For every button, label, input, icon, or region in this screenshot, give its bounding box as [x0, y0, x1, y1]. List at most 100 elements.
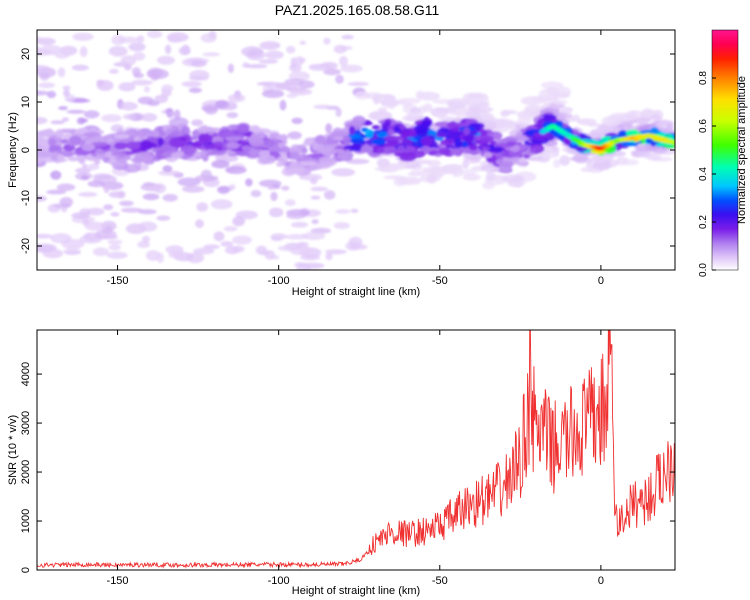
spectrogram-cell [430, 107, 449, 118]
spectrogram-cell [171, 151, 185, 159]
spectrogram-cell [383, 135, 401, 141]
spectrogram-cell [145, 250, 161, 261]
spectrogram-cell [415, 127, 429, 137]
spectrogram-cell [54, 50, 70, 59]
spectrogram-cell [181, 185, 205, 193]
spectrogram-cell [371, 125, 380, 130]
spectrogram-cell [232, 235, 252, 245]
spectrogram-cell [226, 112, 239, 119]
x-tick-label: 0 [598, 575, 604, 587]
spectrogram-cell [103, 204, 114, 211]
spectrogram-cell [106, 251, 128, 259]
spectrogram-cell [523, 154, 531, 159]
spectrogram-cell [261, 89, 285, 98]
spectrogram-cell [365, 129, 374, 139]
spectrogram-cell [71, 212, 91, 219]
spectrogram-cell [401, 138, 413, 146]
spectrogram-cell [208, 127, 222, 132]
spectrogram-cell [420, 136, 433, 147]
spectrogram-cell [275, 82, 298, 90]
spectrogram-cell [411, 159, 432, 165]
spectrogram-cell [197, 125, 211, 134]
spectrogram-cell [37, 36, 43, 44]
spectrogram-cell [214, 100, 229, 109]
spectrogram-cell [46, 90, 57, 99]
spectrogram-cell [270, 233, 287, 240]
spectrogram-cell [143, 86, 150, 93]
spectrogram-cell [81, 175, 89, 181]
spectrogram-cell [398, 97, 422, 104]
spectrogram-cell [438, 116, 456, 122]
spectrogram-cell [76, 155, 84, 163]
spectrogram-cell [311, 219, 319, 225]
spectrogram-cell [235, 210, 258, 220]
spectrogram-cell [281, 185, 290, 191]
spectrogram-cell [247, 150, 263, 156]
spectrogram-cell [110, 212, 120, 217]
spectrogram-cell [39, 71, 50, 81]
spectrogram-cell [164, 44, 172, 55]
spectrogram-cell [161, 84, 174, 93]
spectrogram-cell [289, 151, 300, 161]
spectrogram-cell [136, 35, 145, 43]
spectrogram-cell [137, 240, 150, 249]
spectrogram-cell [37, 150, 53, 158]
spectrogram-cell [119, 101, 138, 111]
spectrogram-cell [113, 134, 130, 139]
spectrogram-cell [587, 123, 602, 128]
snr-x-axis-title: Height of straight line (km) [292, 585, 420, 597]
spectrogram-cell [249, 137, 265, 148]
spectrogram-cell [399, 154, 417, 162]
spectrogram-cell [156, 252, 164, 264]
spectrogram-cell [186, 252, 205, 264]
spectrogram-cell [191, 142, 203, 148]
spectrogram-cell [323, 37, 331, 45]
spectrogram-cell [602, 137, 610, 144]
spectrogram-cell [284, 199, 296, 207]
spectrogram-cell [131, 79, 153, 86]
spectrogram-cell [170, 130, 186, 137]
spectrogram-cell [446, 122, 458, 129]
spectrogram-cell [376, 131, 389, 138]
spectrogram-cell [50, 120, 65, 125]
spectrogram-cell [265, 50, 284, 60]
spectrogram-cell [438, 147, 452, 156]
spectrogram-cell [291, 117, 303, 125]
spectrogram-cell [352, 115, 366, 126]
spectrogram-cell [181, 154, 190, 160]
spectrogram-cell [226, 141, 240, 150]
spectrogram-cell [183, 147, 196, 156]
spectrogram-cell [528, 101, 536, 112]
spectrogram-cell [105, 151, 113, 157]
spectrogram-cell [225, 166, 247, 174]
spectrogram-cell [670, 140, 675, 145]
spectrogram-cell [492, 124, 510, 133]
spectrogram-cell [135, 151, 153, 160]
spectrogram-cell [108, 191, 126, 199]
spectrogram-cell [258, 179, 282, 188]
spectrogram-cell [406, 112, 421, 121]
spectrogram-cell [82, 164, 88, 169]
spectrogram-cell [204, 144, 220, 150]
spectrogram-cell [502, 109, 518, 115]
spectrogram-cell [86, 207, 105, 216]
spectrogram-cell [370, 138, 386, 145]
spectrogram-cell [79, 46, 88, 58]
spectrogram-cell [246, 63, 268, 69]
spectrogram-cell [142, 193, 160, 201]
spectrogram-cell [302, 231, 326, 241]
spectrogram-cell [480, 146, 491, 151]
spectrogram-cell [440, 164, 463, 174]
spectrogram-cell [136, 129, 155, 138]
spectrogram-cell [56, 183, 76, 192]
spectrogram-cell [181, 81, 202, 88]
spectrogram-cell [64, 250, 82, 255]
spectrogram-cell [325, 253, 333, 261]
y-tick-label: 1000 [20, 509, 32, 533]
spectrogram-cell [78, 192, 98, 197]
spectrogram-cell [281, 146, 291, 153]
spectrogram-cell [415, 90, 425, 99]
spectrogram-cell [202, 52, 221, 57]
spectrogram-cell [96, 235, 119, 240]
